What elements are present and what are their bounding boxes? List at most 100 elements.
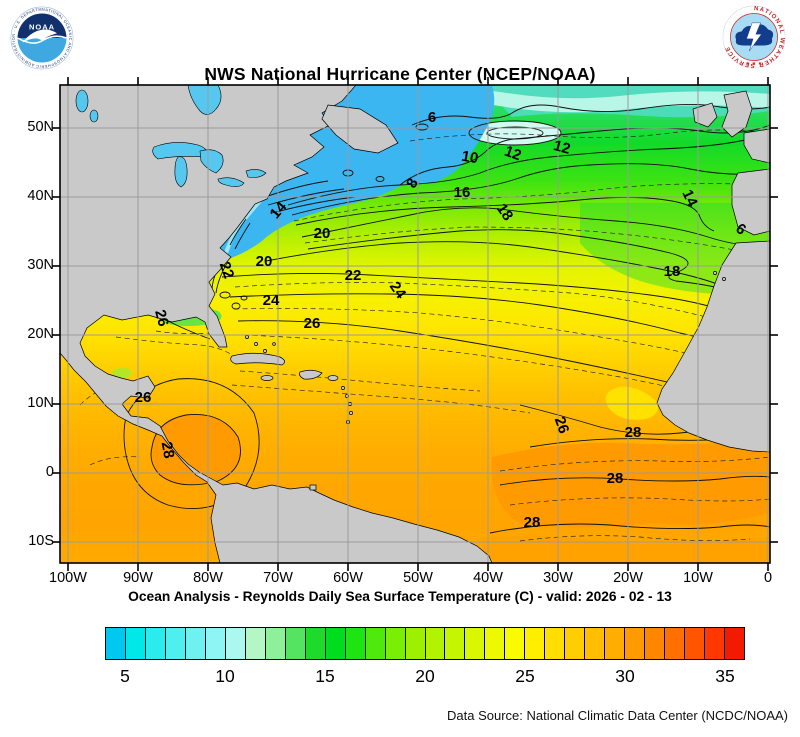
colorbar-cell (244, 628, 265, 659)
britain (721, 90, 753, 138)
nws-logo: NATIONAL WEATHER SERVICE ★ ★ ★ (722, 5, 786, 69)
contour-label: 28 (607, 470, 624, 487)
lon-tick-label: 0 (763, 570, 773, 586)
lon-tick-label: 80W (193, 570, 223, 586)
lon-tick-label: 10W (683, 570, 713, 586)
colorbar-cell (564, 628, 585, 659)
colorbar-cell (524, 628, 545, 659)
france (743, 128, 770, 164)
latitude-axis: 50N 40N 30N 20N 10N 0 10S (0, 0, 60, 600)
noaa-seagull-icon (22, 29, 58, 43)
page-title: NWS National Hurricane Center (NCEP/NOAA… (204, 63, 596, 84)
colorbar-tick-label: 20 (415, 666, 435, 686)
colorbar-cell (604, 628, 625, 659)
map-border (59, 84, 771, 564)
lat-tick-label: 10N (27, 395, 54, 411)
lat-tick-label: 30N (27, 257, 54, 273)
colorbar-cell (704, 628, 725, 659)
temperature-colorbar (105, 627, 745, 660)
axis-ticks (52, 77, 778, 571)
colorbar-cell (324, 628, 345, 659)
colorbar-cell (624, 628, 645, 659)
colorbar-tick-label: 35 (715, 666, 735, 686)
contour-label: 28 (625, 424, 642, 441)
lon-tick-label: 50W (403, 570, 433, 586)
map-caption: Ocean Analysis - Reynolds Daily Sea Surf… (128, 589, 672, 604)
colorbar-cell (484, 628, 505, 659)
hudson-bay (187, 85, 222, 115)
noaa-wordmark: NOAA (29, 23, 55, 32)
contour-label: 28 (524, 514, 541, 531)
lake-huron (199, 149, 224, 174)
lon-tick-label: 30W (543, 570, 573, 586)
contour-label: 26 (551, 414, 573, 435)
jamaica (260, 375, 274, 381)
colorbar-cell (364, 628, 385, 659)
colorbar-cell (284, 628, 305, 659)
iberia (731, 168, 770, 236)
contour-label: 10 (460, 148, 479, 168)
contour-label: 16 (454, 184, 471, 201)
noaa-logo: NATIONAL OCEANIC AND ATMOSPHERIC ADMINIS… (10, 6, 74, 70)
colorbar-cell (344, 628, 365, 659)
lon-tick-label: 90W (123, 570, 153, 586)
colorbar-tick-label: 15 (315, 666, 335, 686)
colorbar-cell (304, 628, 325, 659)
africa (656, 240, 770, 453)
colorbar-cell (724, 628, 744, 659)
colorbar-tick-label: 30 (615, 666, 635, 686)
contour-label: 20 (314, 225, 331, 242)
contour-label: 12 (502, 143, 523, 165)
land-layer (60, 85, 770, 563)
trinidad (309, 484, 317, 491)
contour-label: 26 (304, 315, 321, 332)
latlon-grid (60, 85, 770, 563)
lon-tick-label: 70W (263, 570, 293, 586)
contour-label: 14 (678, 187, 701, 210)
contour-label: 22 (216, 259, 238, 280)
noaa-globe-bottom (17, 38, 67, 63)
lat-tick-label: 20N (27, 326, 54, 342)
colorbar-tick-labels: 5 10 15 20 25 30 35 (0, 666, 800, 692)
lake-erie (217, 177, 245, 187)
contour-label: 26 (135, 389, 152, 406)
contour-label: 24 (263, 292, 280, 309)
contour-label: 6 (428, 109, 436, 126)
colorbar-tick-label: 5 (120, 666, 130, 686)
cuba (230, 352, 285, 366)
data-source-note: Data Source: National Climatic Data Cent… (447, 708, 788, 723)
contour-label: 28 (158, 440, 178, 459)
colorbar-cell (664, 628, 685, 659)
hispaniola (299, 369, 323, 380)
contour-label: 18 (664, 263, 681, 280)
contour-label: 18 (493, 201, 516, 224)
colorbar-cell (464, 628, 485, 659)
colorbar-cell (444, 628, 465, 659)
colorbar-cell (544, 628, 565, 659)
lake-ontario (245, 169, 267, 178)
lat-tick-label: 10S (28, 533, 54, 549)
lat-tick-label: 40N (27, 188, 54, 204)
lon-tick-label: 20W (613, 570, 643, 586)
contour-label: 12 (552, 137, 573, 158)
colorbar-cell (424, 628, 445, 659)
longitude-axis: 100W 90W 80W 70W 60W 50W 40W 30W 20W 10W 0 (0, 570, 800, 590)
lat-tick-label: 0 (45, 464, 54, 480)
lat-tick-label: 50N (27, 119, 54, 135)
contour-label: 26 (151, 308, 172, 329)
ireland (692, 102, 718, 128)
americas-landmass (60, 85, 493, 563)
lon-tick-label: 60W (333, 570, 363, 586)
lake-michigan (174, 156, 188, 188)
colorbar-cell (144, 628, 165, 659)
colorbar-cell (264, 628, 285, 659)
colorbar-tick-label: 10 (215, 666, 235, 686)
colorbar-cell (404, 628, 425, 659)
newfoundland (321, 104, 399, 154)
colorbar-cell (224, 628, 245, 659)
colorbar-cell (684, 628, 705, 659)
lon-tick-label: 40W (473, 570, 503, 586)
